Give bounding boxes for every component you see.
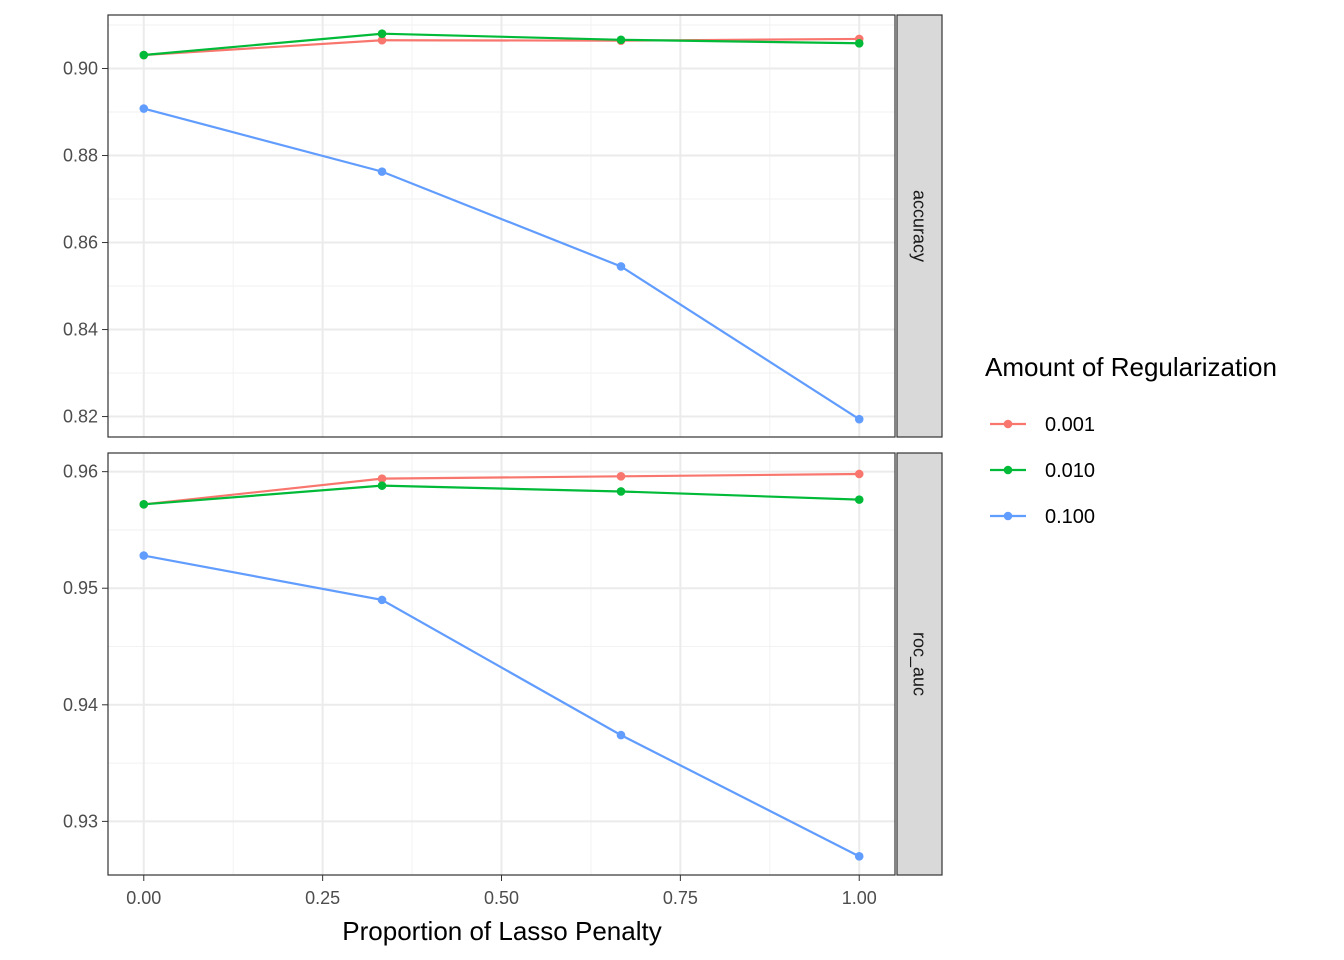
data-point xyxy=(377,595,387,605)
panel-roc_auc: 0.93 0.94 0.95 0.96 roc_auc xyxy=(63,452,943,876)
legend-point xyxy=(1003,511,1013,521)
panel-border xyxy=(107,14,896,438)
data-point xyxy=(139,551,149,560)
y-tick-label: 0.86 xyxy=(63,233,98,253)
data-point xyxy=(377,474,387,483)
data-point xyxy=(854,469,864,479)
data-point xyxy=(854,495,864,504)
data-point xyxy=(139,50,149,60)
legend-title: Amount of Regularization xyxy=(985,352,1277,382)
legend-point xyxy=(1003,419,1013,429)
data-point xyxy=(377,29,387,39)
data-point xyxy=(377,167,387,176)
legend-label: 0.001 xyxy=(1045,414,1095,436)
legend-label: 0.100 xyxy=(1045,506,1095,528)
y-tick-label: 0.93 xyxy=(63,811,98,831)
data-point xyxy=(854,414,864,424)
data-point xyxy=(377,35,387,45)
y-tick-label: 0.94 xyxy=(63,695,98,715)
strip-label: roc_auc xyxy=(909,632,930,696)
legend-entry-0.001: 0.001 xyxy=(990,414,1095,436)
x-tick-label: 0.50 xyxy=(484,888,519,908)
data-point xyxy=(139,104,149,113)
data-point xyxy=(377,481,387,490)
data-point xyxy=(854,38,864,48)
legend: Amount of Regularization 0.001 0.010 0.100 xyxy=(985,352,1277,528)
y-tick-label: 0.82 xyxy=(63,407,98,427)
series-line-0.100 xyxy=(143,107,860,421)
data-point xyxy=(616,472,626,481)
data-point xyxy=(616,262,626,271)
x-axis: 0.00 0.25 0.50 0.75 1.00 xyxy=(126,875,877,908)
data-point xyxy=(854,852,864,861)
x-tick-label: 1.00 xyxy=(842,888,877,908)
y-tick-label: 0.96 xyxy=(63,462,98,482)
data-point xyxy=(616,487,626,496)
legend-point xyxy=(1003,465,1013,475)
y-tick-label: 0.84 xyxy=(63,320,98,340)
data-point xyxy=(139,499,149,509)
y-tick-label: 0.88 xyxy=(63,146,98,166)
series-line-0.010 xyxy=(143,32,860,57)
data-point xyxy=(616,730,626,740)
data-point xyxy=(616,35,626,45)
panels: 0.82 0.84 0.86 0.88 0.90 accuracy 0.93 0.94 0.95… xyxy=(63,14,943,876)
series-line-0.001 xyxy=(143,37,860,57)
strip-background xyxy=(896,14,943,438)
series-line-0.010 xyxy=(143,484,860,506)
panel-accuracy: 0.82 0.84 0.86 0.88 0.90 accuracy xyxy=(63,14,943,438)
legend-entry-0.100: 0.100 xyxy=(990,506,1095,528)
strip-background xyxy=(896,452,943,876)
x-tick-label: 0.75 xyxy=(663,888,698,908)
legend-label: 0.010 xyxy=(1045,460,1095,482)
x-tick-label: 0.25 xyxy=(305,888,340,908)
y-tick-label: 0.95 xyxy=(63,578,98,598)
x-axis-title: Proportion of Lasso Penalty xyxy=(342,916,661,946)
legend-entry-0.010: 0.010 xyxy=(990,460,1095,482)
series-line-0.001 xyxy=(143,472,860,506)
x-tick-label: 0.00 xyxy=(126,888,161,908)
strip-label: accuracy xyxy=(910,190,930,262)
series-line-0.100 xyxy=(143,554,860,858)
y-tick-label: 0.90 xyxy=(63,59,98,79)
